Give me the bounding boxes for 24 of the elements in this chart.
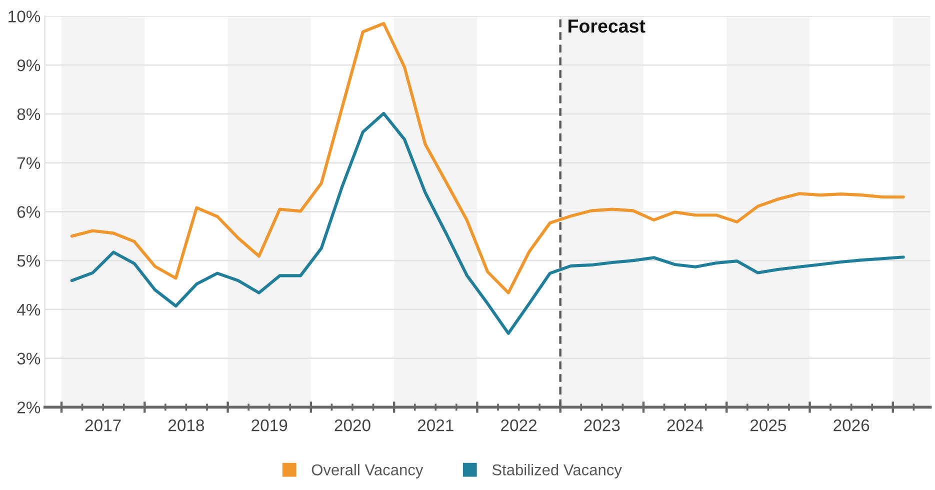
x-tick-label: 2021 <box>418 419 454 432</box>
x-tick-label: 2025 <box>750 419 786 432</box>
x-tick-label: 2017 <box>85 419 121 432</box>
y-tick-label: 2% <box>17 402 40 414</box>
x-tick-label: 2019 <box>252 419 288 432</box>
x-tick-label: 2020 <box>334 419 370 432</box>
y-tick-label: 5% <box>17 255 40 267</box>
x-tick-label: 2023 <box>584 419 620 432</box>
line-series <box>70 112 905 335</box>
legend-label: Stabilized Vacancy <box>492 464 622 478</box>
x-tick-label: 2026 <box>834 419 870 432</box>
y-tick-label: 8% <box>17 108 40 120</box>
x-tick-label: 2024 <box>667 419 704 432</box>
y-tick-label: 4% <box>17 304 40 316</box>
y-tick-label: 7% <box>17 157 40 169</box>
ref-line-label: Forecast <box>568 20 646 33</box>
y-tick-label: 3% <box>17 352 40 365</box>
y-tick-label: 10% <box>8 10 40 22</box>
x-tick-label: 2018 <box>168 419 204 432</box>
y-tick-label: 9% <box>17 59 40 72</box>
legend-label: Overall Vacancy <box>312 464 424 478</box>
y-tick-label: 6% <box>17 206 40 218</box>
line-series <box>70 22 905 294</box>
x-tick-label: 2022 <box>501 419 536 432</box>
